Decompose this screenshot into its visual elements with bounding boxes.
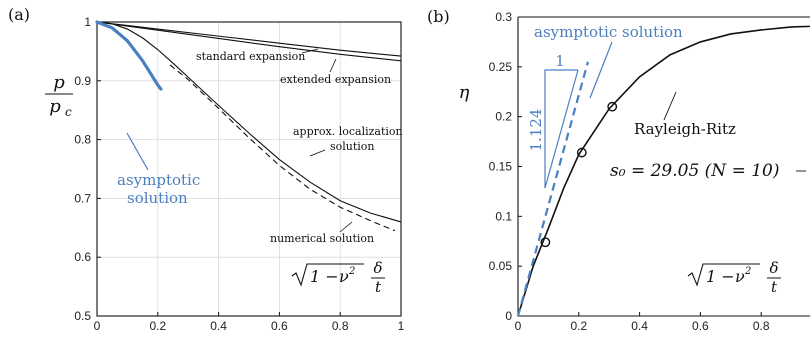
- series-line: [96, 21, 402, 62]
- annotation-extended-expansion: extended expansion: [280, 73, 391, 86]
- x-tick-label: 0.8: [753, 319, 770, 333]
- leader-asymptotic-b: [589, 41, 613, 99]
- leader-approx: [309, 149, 326, 157]
- x-label-a-sqrt-sign: [291, 263, 364, 287]
- annotation-approx-solution: solution: [330, 140, 375, 153]
- series-line: [95, 20, 163, 91]
- y-tick-label: 0.15: [489, 160, 513, 174]
- series-line: [516, 61, 589, 317]
- slope-label-rise: 1.124: [527, 109, 545, 152]
- slope-label-run: 1: [555, 52, 565, 70]
- y-label: η: [459, 82, 470, 103]
- y-tick-label: 0.2: [495, 110, 512, 124]
- series-line: [96, 21, 402, 223]
- annotation-rayleigh-ritz: Rayleigh-Ritz: [634, 120, 736, 138]
- annotation-numerical-solution: numerical solution: [270, 232, 374, 245]
- annotation-asymptotic-solution: asymptotic solution: [534, 23, 683, 41]
- y-tick-label: 0.8: [74, 133, 91, 147]
- x-label-b-t: t: [771, 278, 778, 296]
- y-tick-label: 0: [505, 309, 512, 323]
- leader-numerical: [339, 221, 353, 233]
- panel-a: 0 0.2 0.4 0.6 0.8 1 0.5 0.6 0.7 0.8 0.9 1 (a) pp c stan…: [8, 5, 405, 333]
- x-tick-label: 0.6: [692, 319, 709, 333]
- y-tick-label: 0.1: [495, 209, 512, 223]
- annotation-s0: s₀ = 29.05 (N = 10): [610, 161, 780, 181]
- y-tick-label: 0.05: [489, 259, 513, 273]
- y-tick-label: 0.3: [495, 10, 512, 24]
- y-label-num: p: [53, 72, 65, 93]
- x-label-b-sqrt-nu: ν: [735, 267, 745, 286]
- series-line: [169, 64, 396, 232]
- leader-asymptotic: [126, 132, 149, 171]
- x-tick-label: 0.4: [631, 319, 648, 333]
- x-tick-label: 1: [398, 319, 405, 333]
- leader-extended: [329, 58, 337, 73]
- x-label-b-sqrt-sq: 2: [744, 266, 751, 277]
- x-tick-label: 0.8: [332, 319, 349, 333]
- slope-triangle: [544, 69, 578, 188]
- series-line: [517, 25, 810, 317]
- annotation-asymptotic: asymptotic: [117, 171, 200, 189]
- y-tick-label: 0.6: [74, 250, 91, 264]
- annotation-asymptotic-solution: solution: [127, 189, 188, 207]
- y-label-den-sub: c: [65, 105, 72, 119]
- y-tick-label: 1: [84, 15, 91, 29]
- x-tick-label: 0: [515, 319, 522, 333]
- x-label-b-delta: δ: [769, 259, 778, 277]
- data-point-marker: [576, 147, 587, 158]
- x-label-a-sqrt-one: 1 −: [310, 267, 339, 286]
- x-label-b-sqrt-sign: [687, 263, 760, 287]
- y-tick-label: 0.7: [74, 191, 91, 205]
- y-tick-label: 0.25: [489, 60, 513, 74]
- data-point-marker: [540, 237, 551, 248]
- y-label-den: p: [49, 96, 61, 117]
- x-tick-label: 0.2: [570, 319, 587, 333]
- slope-triangle-hyp: [544, 69, 579, 189]
- leader-rayleigh: [663, 91, 677, 121]
- y-tick-label: 0.9: [74, 74, 91, 88]
- x-tick-label: 0: [94, 319, 101, 333]
- x-label-a-delta: δ: [373, 259, 382, 277]
- x-tick-label: 0.4: [210, 319, 227, 333]
- annotation-approx-localization: approx. localization: [293, 125, 403, 138]
- y-tick-label: 0.5: [74, 309, 91, 323]
- data-point-marker: [607, 101, 618, 112]
- panel-b: 0 0.2 0.4 0.6 0.8 0 0.05 0.1 0.15 0.2 0.25 0.3 (b) η a…: [427, 7, 810, 333]
- annotation-standard-expansion: standard expansion: [196, 50, 305, 63]
- panel-label: (a): [8, 5, 30, 24]
- leader-standard: [301, 48, 319, 54]
- plot-frame: [96, 21, 402, 317]
- x-label-a-sqrt-nu: ν: [339, 267, 349, 286]
- x-tick-label: 0.6: [271, 319, 288, 333]
- x-label-a-t: t: [375, 278, 382, 296]
- series-line: [96, 21, 402, 57]
- panel-label: (b): [427, 7, 450, 26]
- x-tick-label: 0.2: [149, 319, 166, 333]
- x-label-a-sqrt-sq: 2: [348, 266, 355, 277]
- x-label-b-sqrt-one: 1 −: [706, 267, 735, 286]
